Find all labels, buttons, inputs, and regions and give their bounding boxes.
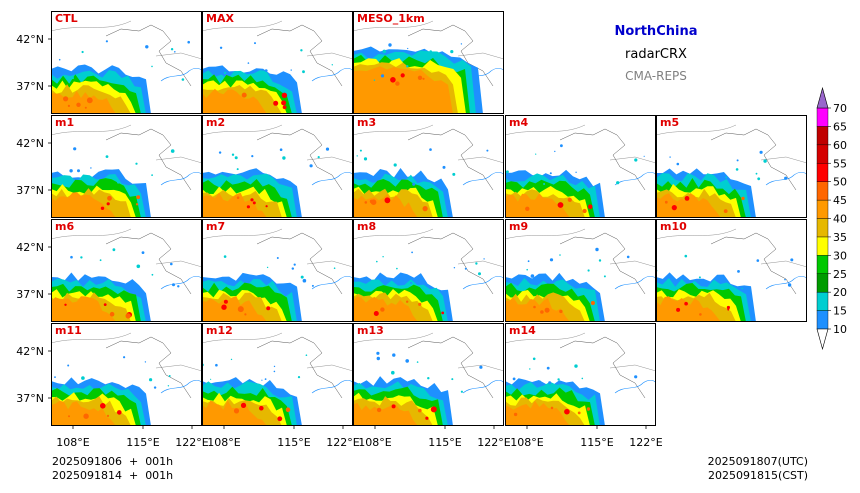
colorbar-extend-max <box>816 86 829 109</box>
panel-label: m9 <box>509 220 528 233</box>
lon-tick-label: 115°E <box>428 436 461 449</box>
panel-m12: m12 <box>202 323 353 426</box>
valid-time-cst: 2025091815(CST) <box>708 469 808 482</box>
panel-label: m11 <box>55 324 82 337</box>
colorbar-tick-label: 35 <box>833 231 847 244</box>
panel-label: m5 <box>660 116 679 129</box>
panel-label: m12 <box>206 324 233 337</box>
lat-tick-label: 37°N <box>16 80 44 93</box>
panel-label: m10 <box>660 220 687 233</box>
panel-grid: CTL MAX MESO_1km m1 m2 m3 m4 m5 m6 m7 m8 m9 m10 m11 m1… <box>51 11 807 426</box>
init-time-line2: 2025091814 + 001h <box>52 469 173 482</box>
lon-tick-label: 115°E <box>580 436 613 449</box>
colorbar-bin <box>816 273 829 293</box>
panel-label: m4 <box>509 116 528 129</box>
panel-label: CTL <box>55 12 78 25</box>
colorbar-bin <box>816 218 829 238</box>
colorbar-tick-label: 65 <box>833 120 847 133</box>
panel-m10: m10 <box>656 219 807 322</box>
lon-tick-label: 108°E <box>510 436 543 449</box>
colorbar-bin <box>816 255 829 274</box>
axes-labels: 42°N 37°N 42°N 37°N 42°N 37°N 42°N 37°N 108°E 115… <box>16 33 663 449</box>
colorbar-bin <box>816 291 829 311</box>
lon-tick-label: 122°E <box>629 436 662 449</box>
panel-m14: m14 <box>505 323 656 426</box>
lon-tick-label: 108°E <box>358 436 391 449</box>
lat-tick-label: 37°N <box>16 392 44 405</box>
lat-tick-label: 42°N <box>16 33 44 46</box>
colorbar-tick-label: 55 <box>833 157 847 170</box>
panel-m8: m8 <box>353 219 504 322</box>
colorbar: 10 15 20 25 30 35 40 45 50 55 60 65 70 <box>816 86 847 351</box>
lon-tick-label: 122°E <box>326 436 359 449</box>
colorbar-bin <box>816 199 829 219</box>
variable-label: radarCRX <box>625 47 687 62</box>
panel-ctl: CTL <box>51 11 202 114</box>
colorbar-tick-label: 60 <box>833 139 847 152</box>
init-time-line1: 2025091806 + 001h <box>52 455 173 468</box>
colorbar-bin <box>816 310 829 330</box>
panel-m3: m3 <box>353 115 504 218</box>
lon-tick-label: 108°E <box>56 436 89 449</box>
figure-title: NorthChina <box>615 24 698 39</box>
panel-meso-1km: MESO_1km <box>353 11 504 114</box>
panel-m11: m11 <box>51 323 202 426</box>
panel-m1: m1 <box>51 115 202 218</box>
lon-tick-label: 122°E <box>477 436 510 449</box>
colorbar-tick-label: 70 <box>833 102 847 115</box>
colorbar-bin <box>816 144 829 164</box>
colorbar-tick-label: 30 <box>833 249 847 262</box>
panel-m7: m7 <box>202 219 353 322</box>
colorbar-bin <box>816 236 829 256</box>
panel-label: m1 <box>55 116 74 129</box>
panel-m5: m5 <box>656 115 807 218</box>
colorbar-tick-label: 10 <box>833 323 847 336</box>
system-label: CMA-REPS <box>625 69 687 83</box>
colorbar-tick-label: 50 <box>833 176 847 189</box>
panel-label: m3 <box>357 116 376 129</box>
lat-tick-label: 42°N <box>16 241 44 254</box>
panel-label: MESO_1km <box>357 12 425 25</box>
lat-tick-label: 37°N <box>16 184 44 197</box>
panel-label: m7 <box>206 220 225 233</box>
lon-tick-label: 122°E <box>175 436 208 449</box>
colorbar-extend-min <box>816 328 829 351</box>
panel-m4: m4 <box>505 115 656 218</box>
panel-label: MAX <box>206 12 234 25</box>
panel-label: m8 <box>357 220 376 233</box>
colorbar-tick-label: 45 <box>833 194 847 207</box>
panel-max: MAX <box>202 11 353 114</box>
colorbar-bin <box>816 126 829 146</box>
lon-tick-label: 108°E <box>207 436 240 449</box>
colorbar-tick-label: 20 <box>833 286 847 299</box>
panel-m13: m13 <box>353 323 504 426</box>
valid-time-utc: 2025091807(UTC) <box>708 455 808 468</box>
lat-tick-label: 42°N <box>16 345 44 358</box>
colorbar-bin <box>816 107 829 127</box>
lon-tick-label: 115°E <box>126 436 159 449</box>
colorbar-tick-label: 15 <box>833 305 847 318</box>
panel-m9: m9 <box>505 219 656 322</box>
colorbar-bin <box>816 181 829 201</box>
lat-tick-label: 42°N <box>16 137 44 150</box>
colorbar-tick-label: 25 <box>833 268 847 281</box>
lat-tick-label: 37°N <box>16 288 44 301</box>
colorbar-bin <box>816 163 829 182</box>
panel-m6: m6 <box>51 219 202 322</box>
panel-label: m6 <box>55 220 74 233</box>
panel-m2: m2 <box>202 115 353 218</box>
panel-label: m2 <box>206 116 225 129</box>
lon-tick-label: 115°E <box>277 436 310 449</box>
panel-label: m14 <box>509 324 536 337</box>
colorbar-tick-label: 40 <box>833 213 847 226</box>
panel-label: m13 <box>357 324 384 337</box>
